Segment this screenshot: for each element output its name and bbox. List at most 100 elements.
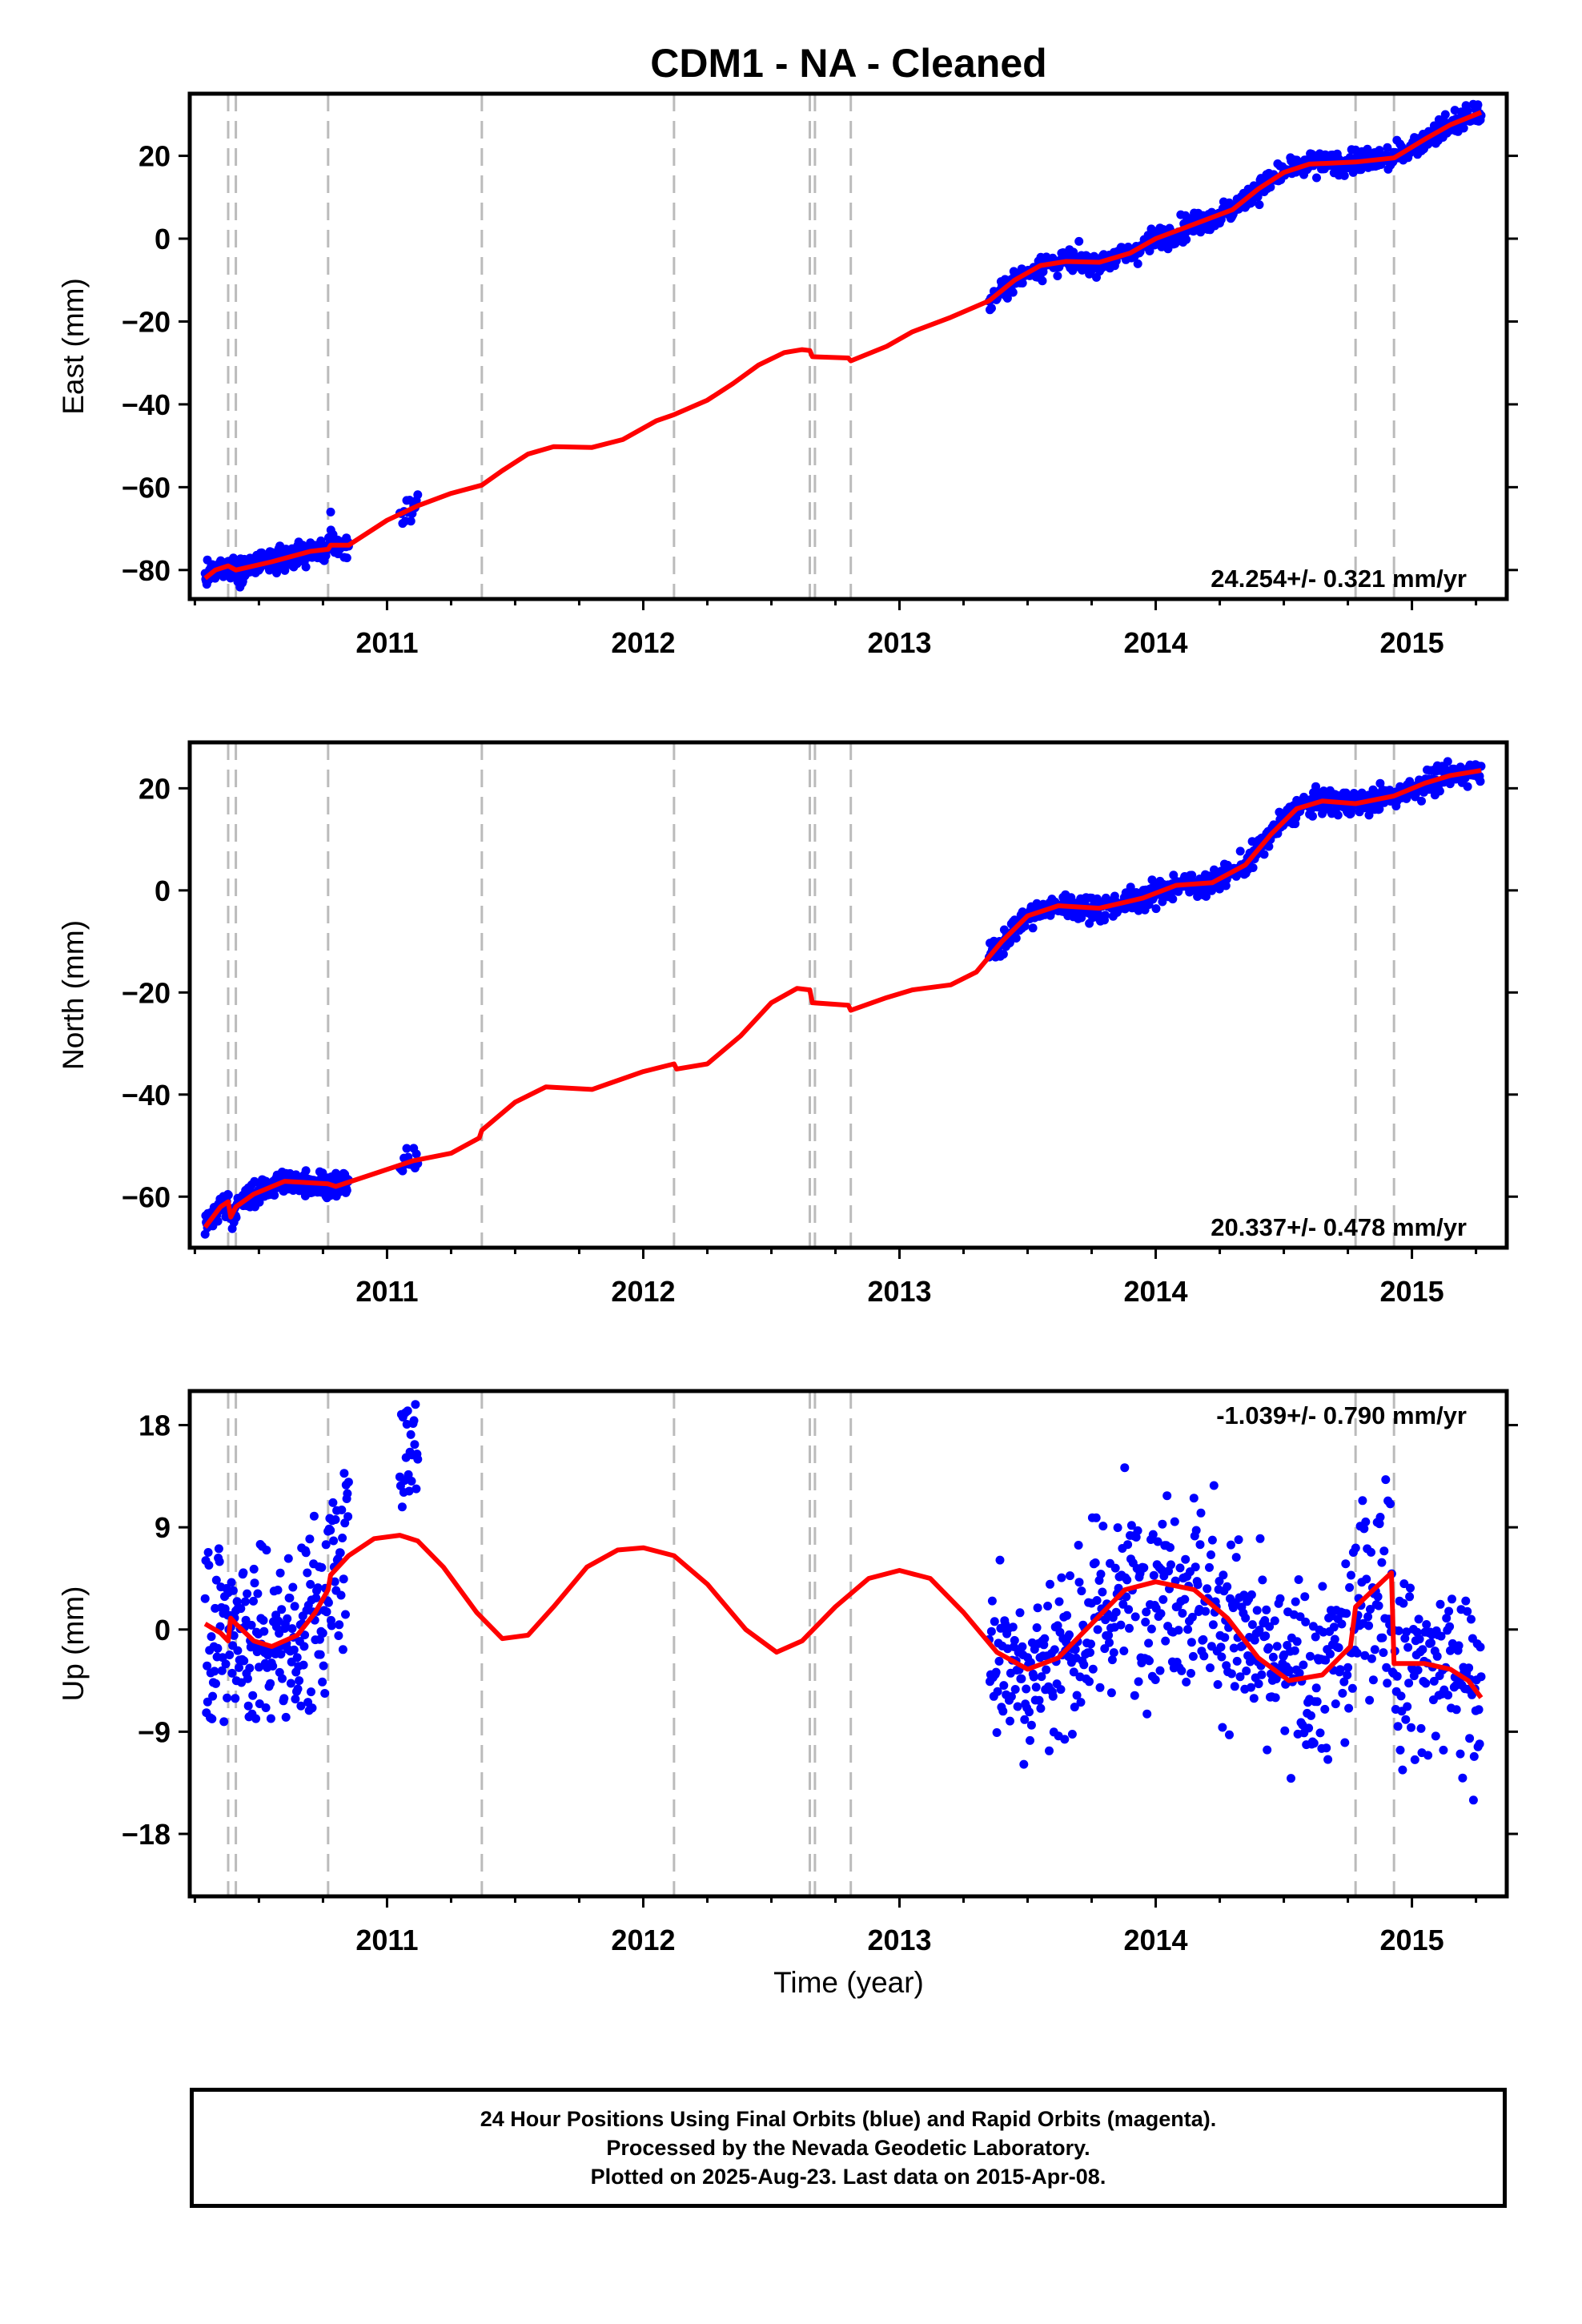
data-point bbox=[1447, 1594, 1456, 1604]
y-tick-label: 0 bbox=[155, 875, 171, 907]
data-point bbox=[1031, 1683, 1041, 1692]
data-point bbox=[1053, 1621, 1062, 1630]
data-point bbox=[266, 1679, 275, 1688]
data-point bbox=[231, 1694, 240, 1703]
data-point bbox=[277, 1605, 287, 1614]
x-axis-label: Time (year) bbox=[773, 1966, 924, 1999]
data-point bbox=[281, 1712, 291, 1722]
data-point bbox=[1311, 1632, 1320, 1642]
data-point bbox=[207, 1714, 217, 1723]
data-point bbox=[1091, 1513, 1101, 1522]
data-point bbox=[266, 1714, 275, 1723]
data-point bbox=[1110, 1563, 1120, 1573]
data-point bbox=[1026, 1720, 1036, 1730]
data-point bbox=[229, 1630, 239, 1640]
data-point bbox=[412, 1484, 421, 1494]
rate-label: 20.337+/- 0.478 mm/yr bbox=[1211, 1213, 1467, 1241]
x-tick-label: 2013 bbox=[867, 626, 931, 659]
data-point bbox=[1153, 1537, 1162, 1546]
data-point bbox=[1119, 1647, 1129, 1655]
data-point bbox=[327, 1621, 336, 1630]
data-point bbox=[1333, 810, 1343, 820]
data-point bbox=[1254, 1679, 1263, 1689]
data-point bbox=[1379, 1648, 1388, 1658]
data-point bbox=[1086, 1648, 1094, 1657]
data-point bbox=[1133, 1526, 1142, 1535]
data-point bbox=[341, 1610, 350, 1619]
data-point bbox=[1079, 1660, 1089, 1670]
data-point bbox=[1343, 1663, 1353, 1672]
data-point bbox=[1195, 1540, 1205, 1550]
data-point bbox=[1306, 1651, 1315, 1661]
data-point bbox=[1216, 1642, 1226, 1652]
y-tick-label: 20 bbox=[139, 772, 171, 805]
data-point bbox=[1377, 1558, 1387, 1567]
data-point bbox=[1206, 1663, 1215, 1673]
data-point bbox=[1183, 1625, 1193, 1634]
data-point bbox=[218, 1653, 227, 1663]
data-point bbox=[248, 1691, 258, 1700]
data-point bbox=[285, 1594, 295, 1602]
data-point bbox=[407, 1477, 416, 1486]
data-point bbox=[1122, 1575, 1132, 1585]
data-point bbox=[1006, 1716, 1014, 1726]
data-point bbox=[1352, 1648, 1362, 1658]
data-point bbox=[1208, 1620, 1218, 1630]
data-point bbox=[287, 1624, 297, 1634]
data-point bbox=[1375, 1513, 1385, 1522]
data-point bbox=[1158, 897, 1167, 907]
data-point bbox=[305, 1534, 315, 1544]
data-point bbox=[1015, 1608, 1025, 1618]
data-point bbox=[1069, 1667, 1078, 1677]
y-tick-label: −18 bbox=[122, 1818, 171, 1851]
x-tick-label: 2015 bbox=[1380, 626, 1444, 659]
data-point bbox=[342, 553, 351, 563]
data-point bbox=[1161, 1636, 1170, 1646]
data-point bbox=[336, 1590, 346, 1600]
y-tick-label: 0 bbox=[155, 1614, 171, 1647]
data-point bbox=[1134, 1677, 1143, 1687]
y-tick-label: −20 bbox=[122, 305, 171, 338]
data-point bbox=[335, 1548, 345, 1558]
data-point bbox=[300, 1630, 310, 1640]
data-point bbox=[1272, 1642, 1282, 1651]
data-point bbox=[1475, 1739, 1484, 1749]
data-point bbox=[217, 1666, 227, 1675]
plot-frame bbox=[187, 740, 1509, 1250]
data-point bbox=[326, 507, 335, 517]
data-point bbox=[1431, 1731, 1440, 1741]
data-point bbox=[1142, 1709, 1152, 1719]
data-point bbox=[338, 1645, 347, 1655]
data-point bbox=[215, 1557, 224, 1566]
data-point bbox=[330, 1577, 339, 1586]
data-point bbox=[236, 1604, 246, 1614]
data-point bbox=[1364, 810, 1374, 820]
data-point bbox=[1104, 1630, 1114, 1640]
data-point bbox=[225, 1651, 235, 1659]
data-point bbox=[1292, 1637, 1302, 1647]
data-point bbox=[273, 1586, 283, 1594]
data-point bbox=[1124, 1605, 1134, 1614]
data-point bbox=[1464, 1663, 1474, 1673]
plot-frame bbox=[187, 1389, 1509, 1899]
data-point bbox=[1258, 1575, 1267, 1585]
data-point bbox=[1199, 1634, 1208, 1644]
data-point bbox=[228, 1586, 238, 1595]
data-point bbox=[239, 1656, 249, 1666]
data-point bbox=[219, 1717, 229, 1727]
data-point bbox=[1230, 1682, 1239, 1691]
data-point bbox=[1370, 1645, 1379, 1655]
data-point bbox=[1114, 1583, 1123, 1593]
data-point bbox=[1142, 1607, 1151, 1617]
scatter-series bbox=[200, 1400, 1486, 1805]
data-point bbox=[1166, 1542, 1174, 1552]
data-point bbox=[1092, 1596, 1102, 1605]
data-point bbox=[1338, 1688, 1347, 1698]
data-point bbox=[1120, 1463, 1130, 1473]
data-point bbox=[1175, 1563, 1185, 1573]
data-point bbox=[1410, 1755, 1419, 1764]
data-point bbox=[987, 304, 996, 313]
data-point bbox=[299, 1642, 309, 1651]
data-point bbox=[1235, 1672, 1245, 1682]
model-line bbox=[203, 768, 1482, 1229]
